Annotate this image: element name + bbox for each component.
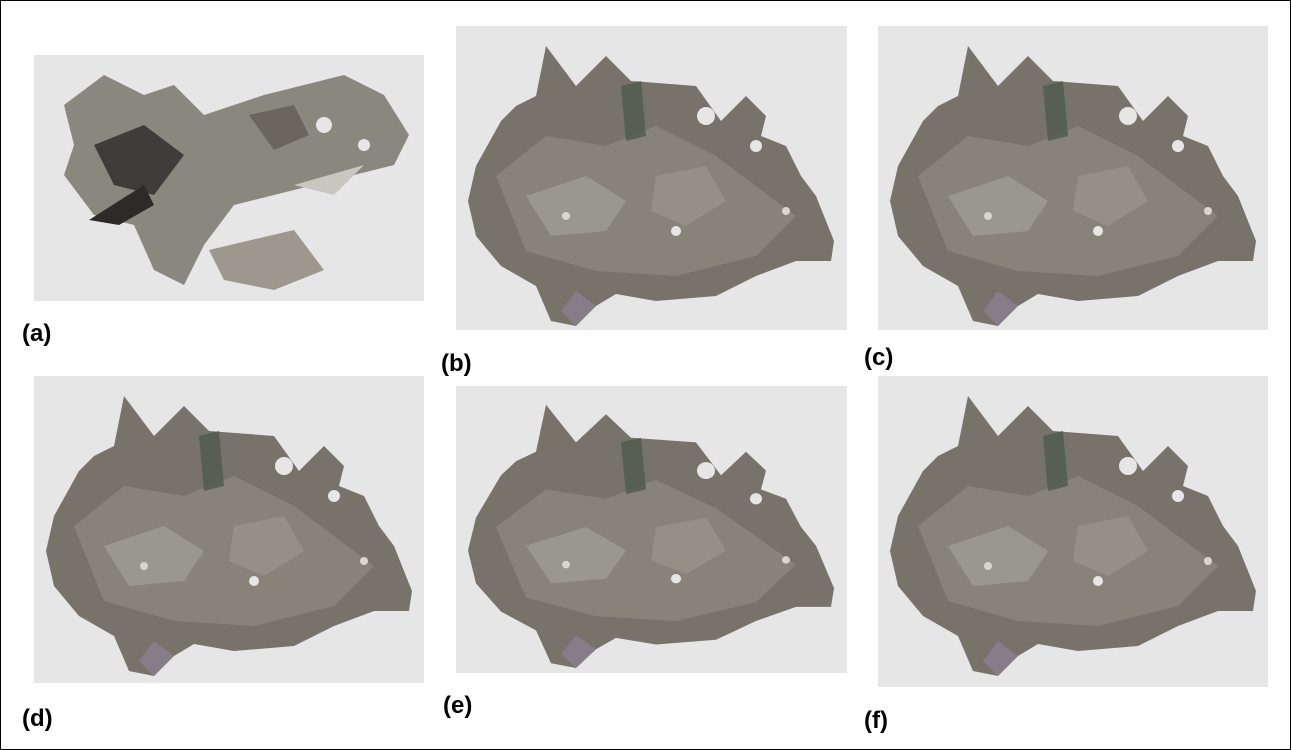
- panel-label: (e): [443, 692, 472, 719]
- figure: (a) (b) (c) (d) (e) (f): [0, 0, 1291, 750]
- panel-label: (b): [441, 350, 472, 377]
- panel-b: (b): [441, 26, 847, 377]
- panel-e: (e): [443, 386, 847, 719]
- panel-label: (f): [864, 707, 888, 734]
- panel-a: (a): [22, 55, 424, 347]
- panel-label: (a): [22, 320, 51, 347]
- panel-c: (c): [864, 26, 1268, 371]
- panel-d: (d): [22, 376, 424, 732]
- panel-label: (d): [22, 705, 53, 732]
- panel-label: (c): [864, 344, 893, 371]
- panel-f: (f): [864, 376, 1268, 734]
